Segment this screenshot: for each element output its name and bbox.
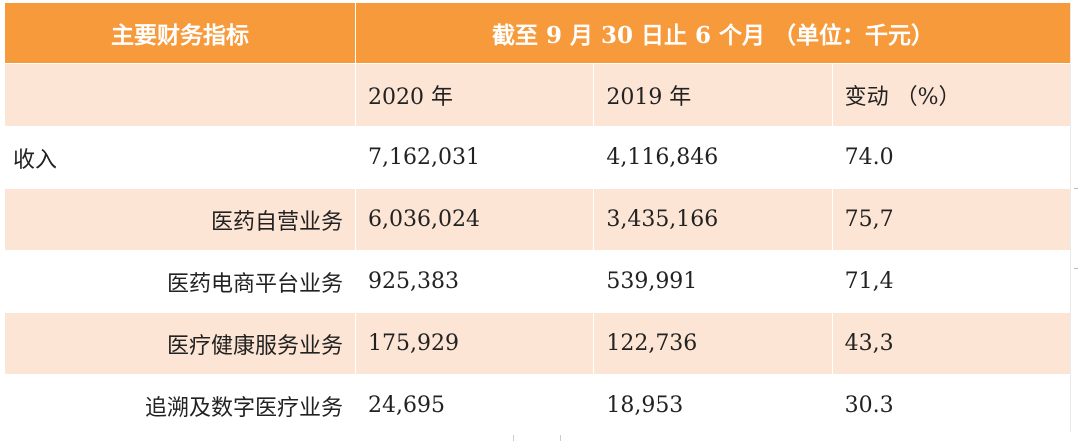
cell-value-change: 74.0: [831, 126, 1072, 189]
cell-value-2019: 3,435,166: [593, 188, 833, 251]
subheader-change: 变动 （%）: [831, 63, 1072, 127]
cell-value-change: 75,7: [831, 188, 1072, 251]
table-row: 追溯及数字医疗业务 24,695 18,953 30.3: [4, 374, 1072, 437]
cell-value-change: 30.3: [831, 374, 1072, 437]
cell-value-2020: 6,036,024: [354, 188, 595, 251]
cell-value-2019: 539,991: [593, 250, 833, 313]
right-edge-tick: [1074, 268, 1078, 269]
cell-value-2020: 925,383: [354, 250, 595, 313]
column-subheader-row: 2020 年 2019 年 变动 （%）: [4, 63, 1072, 127]
cell-value-2020: 24,695: [354, 374, 595, 437]
table-row: 医疗健康服务业务 175,929 122,736 43,3: [4, 312, 1072, 375]
bottom-edge-mark: [513, 435, 514, 441]
bottom-edge-mark: [560, 435, 561, 441]
table-header-row: 主要财务指标 截至 9 月 30 日止 6 个月 （单位：千元）: [4, 2, 1071, 64]
cell-value-2019: 4,116,846: [593, 126, 833, 189]
row-label-pharma-ecommerce: 医药电商平台业务: [4, 250, 356, 313]
cell-value-2019: 122,736: [593, 312, 833, 375]
subheader-empty-cell: [4, 63, 356, 127]
row-label-revenue: 收入: [4, 126, 356, 189]
financial-indicators-table: 主要财务指标 截至 9 月 30 日止 6 个月 （单位：千元） 2020 年 …: [4, 2, 1072, 437]
right-edge-tick: [1074, 188, 1078, 189]
subheader-2019: 2019 年: [593, 63, 833, 127]
cell-value-change: 43,3: [831, 312, 1072, 375]
table-row: 医药电商平台业务 925,383 539,991 71,4: [4, 250, 1072, 313]
row-label-pharma-self-operated: 医药自营业务: [4, 188, 356, 251]
cell-value-2019: 18,953: [593, 374, 833, 437]
row-label-healthcare-services: 医疗健康服务业务: [4, 312, 356, 375]
financial-table-container: 主要财务指标 截至 9 月 30 日止 6 个月 （单位：千元） 2020 年 …: [4, 2, 1072, 437]
row-label-traceability-digital-medical: 追溯及数字医疗业务: [4, 374, 356, 437]
table-row: 收入 7,162,031 4,116,846 74.0: [4, 126, 1072, 189]
header-indicator-label: 主要财务指标: [4, 2, 356, 64]
header-period-label: 截至 9 月 30 日止 6 个月 （单位：千元）: [355, 2, 1071, 64]
cell-value-change: 71,4: [831, 250, 1072, 313]
table-row: 医药自营业务 6,036,024 3,435,166 75,7: [4, 188, 1072, 251]
cell-value-2020: 175,929: [354, 312, 595, 375]
cell-value-2020: 7,162,031: [354, 126, 595, 189]
subheader-2020: 2020 年: [354, 63, 595, 127]
